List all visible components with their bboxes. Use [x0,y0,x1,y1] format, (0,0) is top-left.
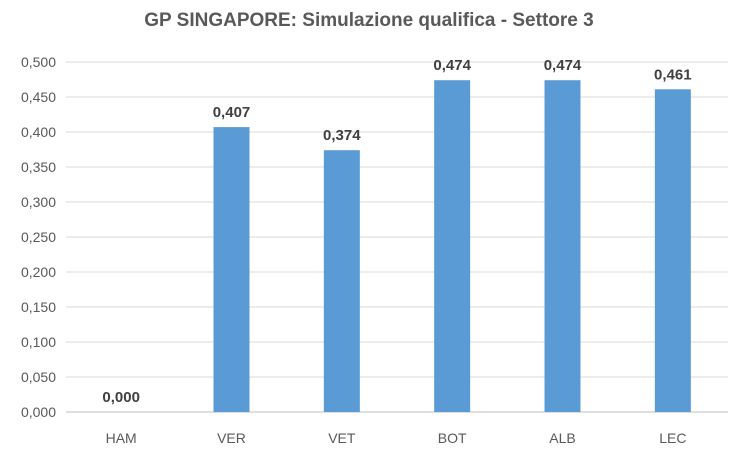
category-label-ver: VER [217,430,246,446]
chart-title: GP SINGAPORE: Simulazione qualifica - Se… [144,10,594,31]
data-label-lec: 0,461 [654,66,692,83]
data-label-bot: 0,474 [433,57,471,74]
bar-ver [213,127,250,412]
bar-lec [654,89,691,413]
data-label-ver: 0,407 [213,104,251,121]
bar-vet [323,150,360,412]
y-tick-label: 0,450 [21,89,56,105]
y-tick-label: 0,300 [21,194,56,210]
y-tick-label: 0,150 [21,299,56,315]
category-label-lec: LEC [659,430,686,446]
bar-alb [544,80,581,412]
category-label-ham: HAM [106,430,137,446]
y-tick-label: 0,400 [21,124,56,140]
y-tick-label: 0,050 [21,369,56,385]
category-label-vet: VET [328,430,356,446]
data-label-vet: 0,374 [323,127,361,144]
y-tick-label: 0,200 [21,264,56,280]
y-tick-label: 0,250 [21,229,56,245]
y-tick-label: 0,100 [21,334,56,350]
category-label-alb: ALB [549,430,575,446]
data-label-ham: 0,000 [102,389,140,406]
bar-bot [434,80,471,412]
data-label-alb: 0,474 [544,57,582,74]
category-label-bot: BOT [438,430,467,446]
y-tick-label: 0,350 [21,159,56,175]
y-tick-label: 0,500 [21,54,56,70]
y-tick-label: 0,000 [21,404,56,420]
